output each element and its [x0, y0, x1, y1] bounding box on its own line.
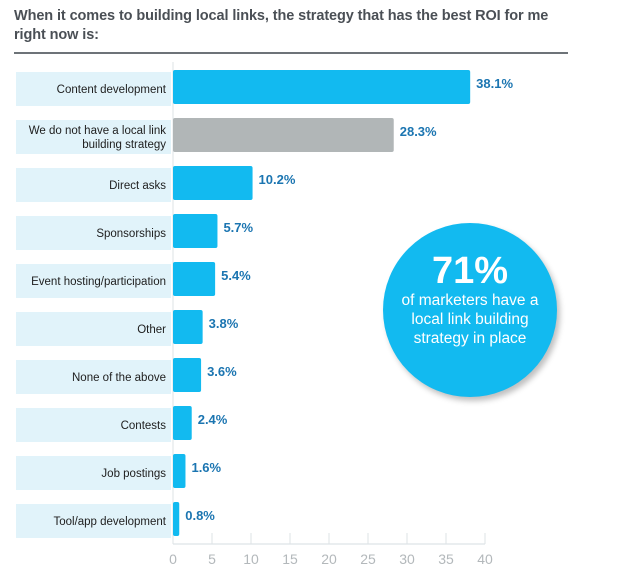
bar — [173, 118, 394, 152]
category-label: Sponsorships — [96, 228, 166, 240]
category-label: None of the above — [72, 372, 166, 384]
bar — [173, 454, 186, 488]
bar — [173, 358, 202, 392]
bar — [173, 310, 203, 344]
category-label: Direct asks — [109, 180, 166, 192]
callout-text: of marketers have a local link building … — [401, 292, 539, 347]
bar-value-label: 1.6% — [191, 460, 221, 475]
bar-value-label: 3.8% — [209, 316, 239, 331]
bar-value-label: 5.7% — [223, 220, 253, 235]
bar-value-label: 5.4% — [221, 268, 251, 283]
stat-callout-circle: 71% of marketers have a local link build… — [383, 223, 557, 397]
bar-value-label: 10.2% — [259, 172, 296, 187]
bar — [173, 166, 253, 200]
bar — [173, 214, 218, 248]
bar-value-label: 3.6% — [207, 364, 237, 379]
category-label-bg — [16, 120, 171, 154]
bar — [173, 406, 192, 440]
category-label: Job postings — [101, 468, 166, 480]
bar-value-label: 28.3% — [400, 124, 437, 139]
bar-value-label: 2.4% — [198, 412, 228, 427]
x-tick-label: 15 — [282, 551, 298, 567]
x-tick-label: 30 — [399, 551, 415, 567]
x-tick-label: 0 — [169, 551, 177, 567]
bar-value-label: 38.1% — [476, 76, 513, 91]
bar — [173, 70, 471, 104]
title-divider — [14, 52, 568, 54]
category-label: We do not have a local link — [29, 125, 166, 137]
x-tick-label: 5 — [208, 551, 216, 567]
category-label-bg — [16, 312, 171, 346]
category-label-bg — [16, 264, 171, 298]
chart-title: When it comes to building local links, t… — [14, 8, 549, 43]
category-label-bg — [16, 408, 171, 442]
category-label: building strategy — [82, 139, 166, 151]
x-tick-label: 40 — [477, 551, 493, 567]
category-label-bg — [16, 72, 171, 106]
category-label: Other — [137, 324, 166, 336]
category-label-bg — [16, 168, 171, 202]
category-label-bg — [16, 456, 171, 490]
bars-layer: 38.1% 28.3% 10.2% 5.7% 5.4% 3.8% 3.6% 2.4% 1.6% 0… — [173, 70, 513, 536]
bar-value-label: 0.8% — [185, 508, 215, 523]
x-tick-label: 35 — [438, 551, 454, 567]
category-label: Event hosting/participation — [31, 276, 166, 288]
category-label: Content development — [57, 84, 167, 96]
bar — [173, 262, 216, 296]
callout-percentage: 71% — [431, 250, 509, 292]
category-label-bg — [16, 504, 171, 538]
category-label: Tool/app development — [53, 516, 166, 528]
category-label: Contests — [121, 420, 167, 432]
x-tick-label: 25 — [360, 551, 376, 567]
bar — [173, 502, 180, 536]
x-tick-label: 10 — [243, 551, 259, 567]
category-label-layer: Content development We do not have a loca… — [16, 72, 171, 538]
category-label-bg — [16, 360, 171, 394]
x-tick-label: 20 — [321, 551, 337, 567]
category-label-bg — [16, 216, 171, 250]
